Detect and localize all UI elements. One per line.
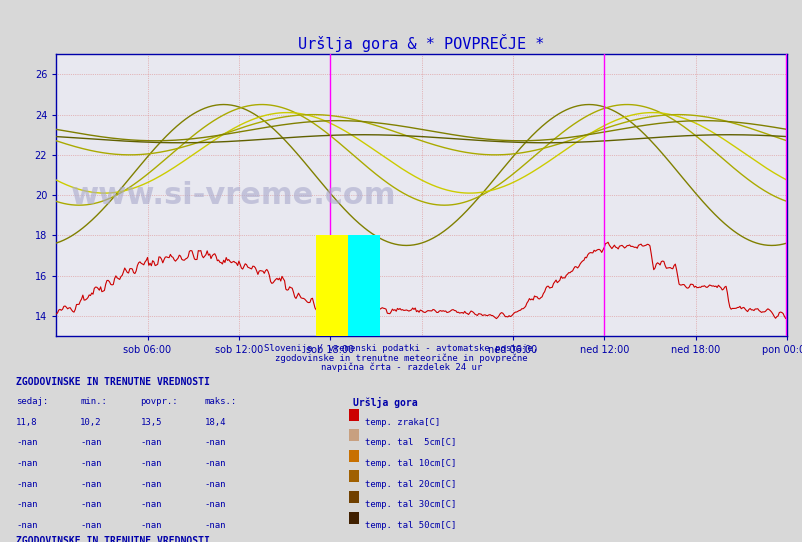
Text: -nan: -nan [140, 521, 162, 530]
Text: temp. tal  5cm[C]: temp. tal 5cm[C] [365, 438, 456, 448]
Text: -nan: -nan [16, 480, 38, 489]
Text: 13,5: 13,5 [140, 418, 162, 427]
Text: -nan: -nan [140, 500, 162, 509]
Text: -nan: -nan [80, 459, 102, 468]
Text: Uršlja gora: Uršlja gora [353, 397, 417, 408]
Text: -nan: -nan [205, 459, 226, 468]
Text: -nan: -nan [140, 480, 162, 489]
Text: sedaj:: sedaj: [16, 397, 48, 406]
Text: navpična črta - razdelek 24 ur: navpična črta - razdelek 24 ur [321, 363, 481, 372]
Text: -nan: -nan [205, 438, 226, 448]
Text: ZGODOVINSKE IN TRENUTNE VREDNOSTI: ZGODOVINSKE IN TRENUTNE VREDNOSTI [16, 377, 209, 386]
Text: zgodovinske in trenutne meteorične in povprečne: zgodovinske in trenutne meteorične in po… [275, 353, 527, 363]
Text: -nan: -nan [140, 438, 162, 448]
Text: -nan: -nan [16, 521, 38, 530]
Bar [347, 235, 379, 336]
Text: -nan: -nan [16, 459, 38, 468]
Text: -nan: -nan [16, 500, 38, 509]
Text: Slovenija / vremenski podatki - avtomatske postaje,: Slovenija / vremenski podatki - avtomats… [264, 344, 538, 353]
Text: -nan: -nan [80, 500, 102, 509]
Text: -nan: -nan [205, 521, 226, 530]
Text: -nan: -nan [80, 480, 102, 489]
Text: temp. tal 20cm[C]: temp. tal 20cm[C] [365, 480, 456, 489]
Title: Uršlja gora & * POVPREČJE *: Uršlja gora & * POVPREČJE * [298, 34, 544, 51]
Text: maks.:: maks.: [205, 397, 237, 406]
Text: 11,8: 11,8 [16, 418, 38, 427]
Text: -nan: -nan [140, 459, 162, 468]
Text: -nan: -nan [16, 438, 38, 448]
Text: temp. zraka[C]: temp. zraka[C] [365, 418, 440, 427]
Text: povpr.:: povpr.: [140, 397, 178, 406]
Text: -nan: -nan [80, 521, 102, 530]
Text: 18,4: 18,4 [205, 418, 226, 427]
Text: -nan: -nan [80, 438, 102, 448]
Text: ZGODOVINSKE IN TRENUTNE VREDNOSTI: ZGODOVINSKE IN TRENUTNE VREDNOSTI [16, 536, 209, 542]
Text: -nan: -nan [205, 500, 226, 509]
Text: 10,2: 10,2 [80, 418, 102, 427]
Text: temp. tal 50cm[C]: temp. tal 50cm[C] [365, 521, 456, 530]
Text: -nan: -nan [205, 480, 226, 489]
Text: temp. tal 30cm[C]: temp. tal 30cm[C] [365, 500, 456, 509]
Text: www.si-vreme.com: www.si-vreme.com [71, 180, 396, 210]
Text: min.:: min.: [80, 397, 107, 406]
Text: temp. tal 10cm[C]: temp. tal 10cm[C] [365, 459, 456, 468]
Bar [316, 235, 347, 336]
